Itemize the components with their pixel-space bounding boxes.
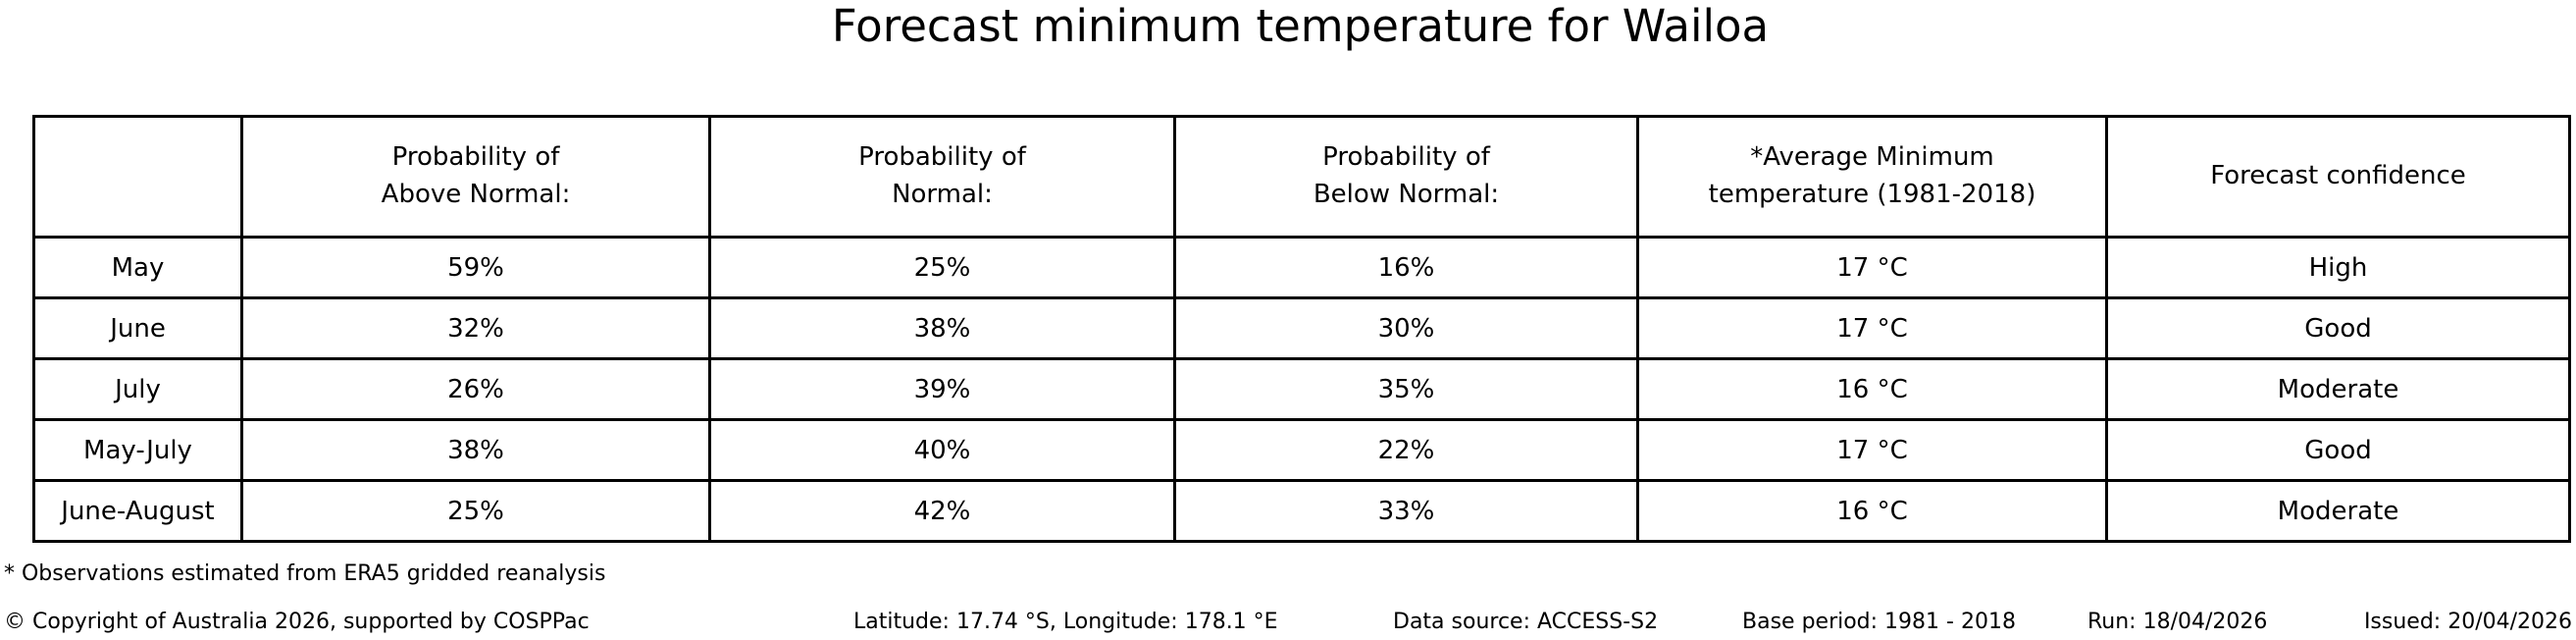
row-label: July [32,357,243,421]
cell-average-minimum: 16 °C [1636,479,2108,543]
col-header-forecast-confidence: Forecast confidence [2105,115,2571,239]
cell-normal: 38% [708,296,1176,360]
table-header-row: Probability of Above Normal: Probability… [32,115,2571,239]
row-label: June [32,296,243,360]
cell-above-normal: 25% [240,479,711,543]
cell-above-normal: 32% [240,296,711,360]
lat-long-text: Latitude: 17.74 °S, Longitude: 178.1 °E [853,610,1278,634]
cell-normal: 25% [708,236,1176,299]
forecast-table: Probability of Above Normal: Probability… [32,115,2571,543]
footer-bar: © Copyright of Australia 2026, supported… [0,610,2576,639]
page-title: Forecast minimum temperature for Wailoa [831,0,1770,52]
cell-normal: 40% [708,418,1176,482]
table-row-july: July 26% 39% 35% 16 °C Moderate [32,357,2571,421]
corner-cell [32,115,243,239]
table-row-june: June 32% 38% 30% 17 °C Good [32,296,2571,360]
cell-below-normal: 22% [1173,418,1639,482]
table-row-june-august: June-August 25% 42% 33% 16 °C Moderate [32,479,2571,543]
cell-forecast-confidence: Good [2105,418,2571,482]
col-header-average-minimum: *Average Minimum temperature (1981-2018) [1636,115,2108,239]
row-label: May-July [32,418,243,482]
cell-forecast-confidence: Moderate [2105,357,2571,421]
table-row-may: May 59% 25% 16% 17 °C High [32,236,2571,299]
run-date-text: Run: 18/04/2026 [2087,610,2268,634]
issued-date-text: Issued: 20/04/2026 [2363,610,2572,634]
cell-normal: 42% [708,479,1176,543]
cell-above-normal: 59% [240,236,711,299]
cell-above-normal: 26% [240,357,711,421]
copyright-text: © Copyright of Australia 2026, supported… [4,610,590,634]
cell-forecast-confidence: High [2105,236,2571,299]
row-label: May [32,236,243,299]
cell-average-minimum: 17 °C [1636,236,2108,299]
col-header-below-normal: Probability of Below Normal: [1173,115,1639,239]
cell-below-normal: 30% [1173,296,1639,360]
cell-forecast-confidence: Good [2105,296,2571,360]
cell-below-normal: 16% [1173,236,1639,299]
footnote: * Observations estimated from ERA5 gridd… [4,561,606,586]
cell-forecast-confidence: Moderate [2105,479,2571,543]
table-row-may-july: May-July 38% 40% 22% 17 °C Good [32,418,2571,482]
cell-below-normal: 35% [1173,357,1639,421]
data-source-text: Data source: ACCESS-S2 [1393,610,1659,634]
base-period-text: Base period: 1981 - 2018 [1742,610,2016,634]
col-header-normal: Probability of Normal: [708,115,1176,239]
cell-normal: 39% [708,357,1176,421]
cell-average-minimum: 17 °C [1636,418,2108,482]
cell-average-minimum: 16 °C [1636,357,2108,421]
cell-above-normal: 38% [240,418,711,482]
row-label: June-August [32,479,243,543]
col-header-above-normal: Probability of Above Normal: [240,115,711,239]
cell-below-normal: 33% [1173,479,1639,543]
cell-average-minimum: 17 °C [1636,296,2108,360]
